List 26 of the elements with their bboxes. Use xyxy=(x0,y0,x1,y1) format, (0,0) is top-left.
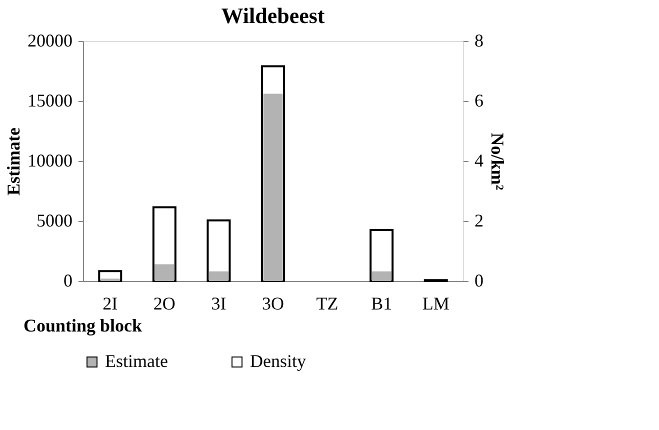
bar xyxy=(154,264,174,281)
y2-tick-label: 4 xyxy=(474,150,484,170)
y2-axis-title: No/km² xyxy=(488,132,508,190)
x-tick-label: B1 xyxy=(371,294,392,314)
x-tick-label: TZ xyxy=(316,294,338,314)
x-tick-label: LM xyxy=(422,294,450,314)
y2-tick-label: 6 xyxy=(474,90,484,110)
y2-tick-label: 8 xyxy=(474,30,484,50)
x-tick-label: 2O xyxy=(153,294,176,314)
x-axis-title: Counting block xyxy=(24,316,142,336)
chart-title: Wildebeest xyxy=(221,3,326,28)
y-tick-label: 15000 xyxy=(28,90,72,110)
y-tick-label: 5000 xyxy=(36,210,72,230)
y-tick-label: 20000 xyxy=(28,30,72,50)
legend-label: Estimate xyxy=(105,351,168,371)
x-tick-label: 3O xyxy=(262,294,284,314)
y-axis-title: Estimate xyxy=(4,128,24,196)
legend-label: Density xyxy=(250,351,306,371)
x-tick-label: 3I xyxy=(211,294,226,314)
y2-tick-label: 0 xyxy=(474,270,484,290)
y2-tick-label: 2 xyxy=(474,210,484,230)
y-tick-label: 0 xyxy=(64,270,72,290)
bar xyxy=(208,271,228,281)
x-tick-label: 2I xyxy=(102,294,118,314)
y-tick-label: 10000 xyxy=(28,150,72,170)
bar xyxy=(372,271,392,281)
